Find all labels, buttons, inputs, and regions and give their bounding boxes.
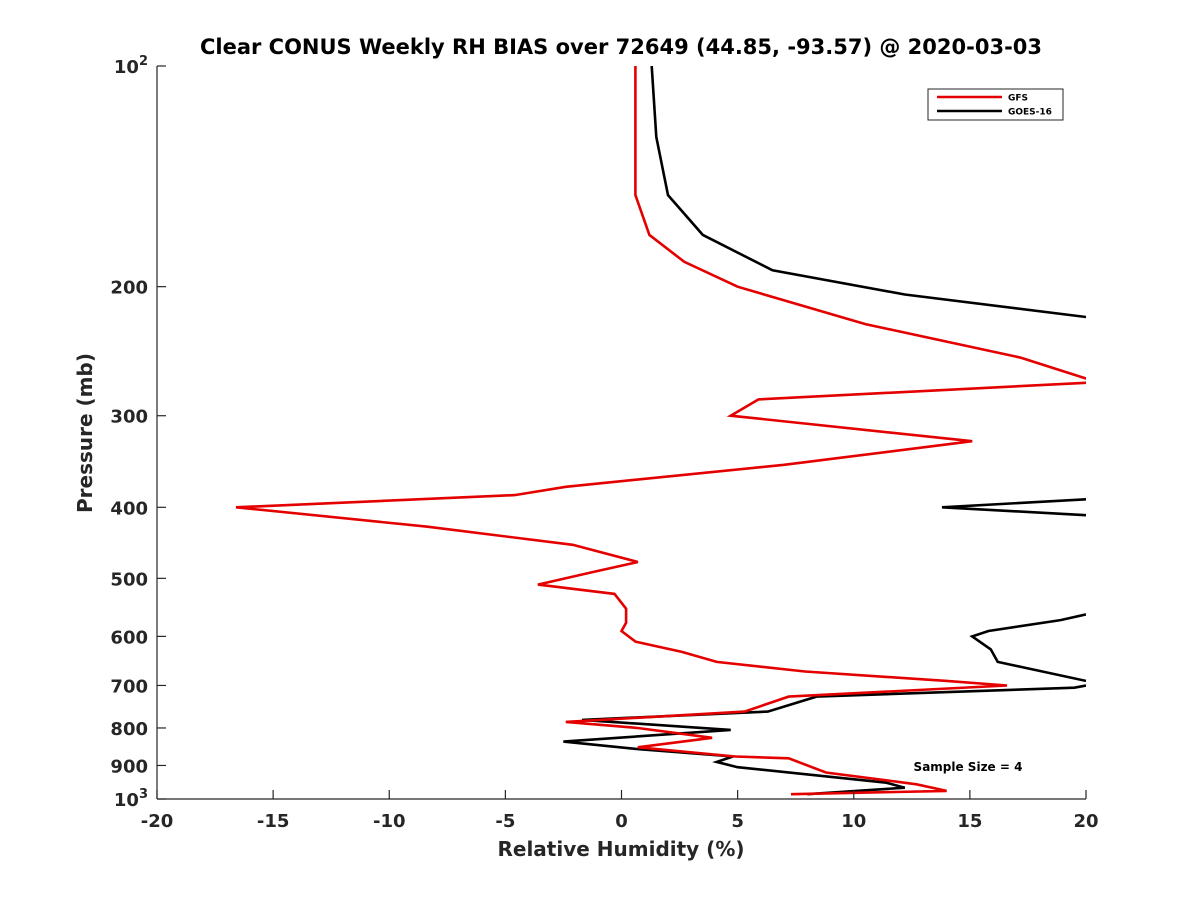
y-tick-label: 500 — [110, 569, 148, 590]
y-tick-label: 400 — [110, 498, 148, 519]
x-axis-title: Relative Humidity (%) — [497, 837, 744, 861]
series-line-goes-16-segment-3 — [969, 613, 1086, 683]
series-line-goes-16-segment-4 — [563, 684, 1086, 796]
y-tick-label: 700 — [110, 676, 148, 697]
y-axis-title: Pressure (mb) — [73, 353, 97, 513]
x-tick-label: 20 — [1073, 811, 1098, 832]
x-tick-label: -5 — [495, 811, 515, 832]
y-tick-label: 103 — [114, 787, 148, 811]
y-tick-label: 102 — [114, 54, 148, 78]
series-layer — [235, 66, 1086, 796]
y-tick-label: 600 — [110, 627, 148, 648]
legend-label-gfs: GFS — [1008, 94, 1028, 104]
y-tick-label: 900 — [110, 756, 148, 777]
chart-title: Clear CONUS Weekly RH BIAS over 72649 (4… — [200, 35, 1042, 59]
y-tick-label: 800 — [110, 719, 148, 740]
legend-box — [927, 88, 1064, 121]
axes-layer: -20 -15 -10 -5 0 5 10 15 20 102 200 300 400 500 600 700… — [110, 54, 1098, 832]
x-tick-label: -10 — [373, 811, 406, 832]
x-tick-label: 5 — [731, 811, 744, 832]
series-line-gfs — [235, 66, 1086, 796]
sample-size-annotation: Sample Size = 4 — [914, 760, 1023, 774]
x-tick-label: 10 — [841, 811, 866, 832]
y-tick-label: 300 — [110, 407, 148, 428]
series-line-goes-16-segment-2 — [941, 498, 1086, 517]
y-tick-label: 200 — [110, 278, 148, 299]
x-tick-label: -20 — [141, 811, 174, 832]
x-tick-label: 15 — [957, 811, 982, 832]
legend: GFS GOES-16 — [927, 88, 1064, 121]
legend-label-goes-16: GOES-16 — [1008, 108, 1052, 118]
x-tick-label: -15 — [257, 811, 290, 832]
series-line-goes-16-segment-1 — [650, 66, 1086, 319]
x-tick-label: 0 — [615, 811, 628, 832]
